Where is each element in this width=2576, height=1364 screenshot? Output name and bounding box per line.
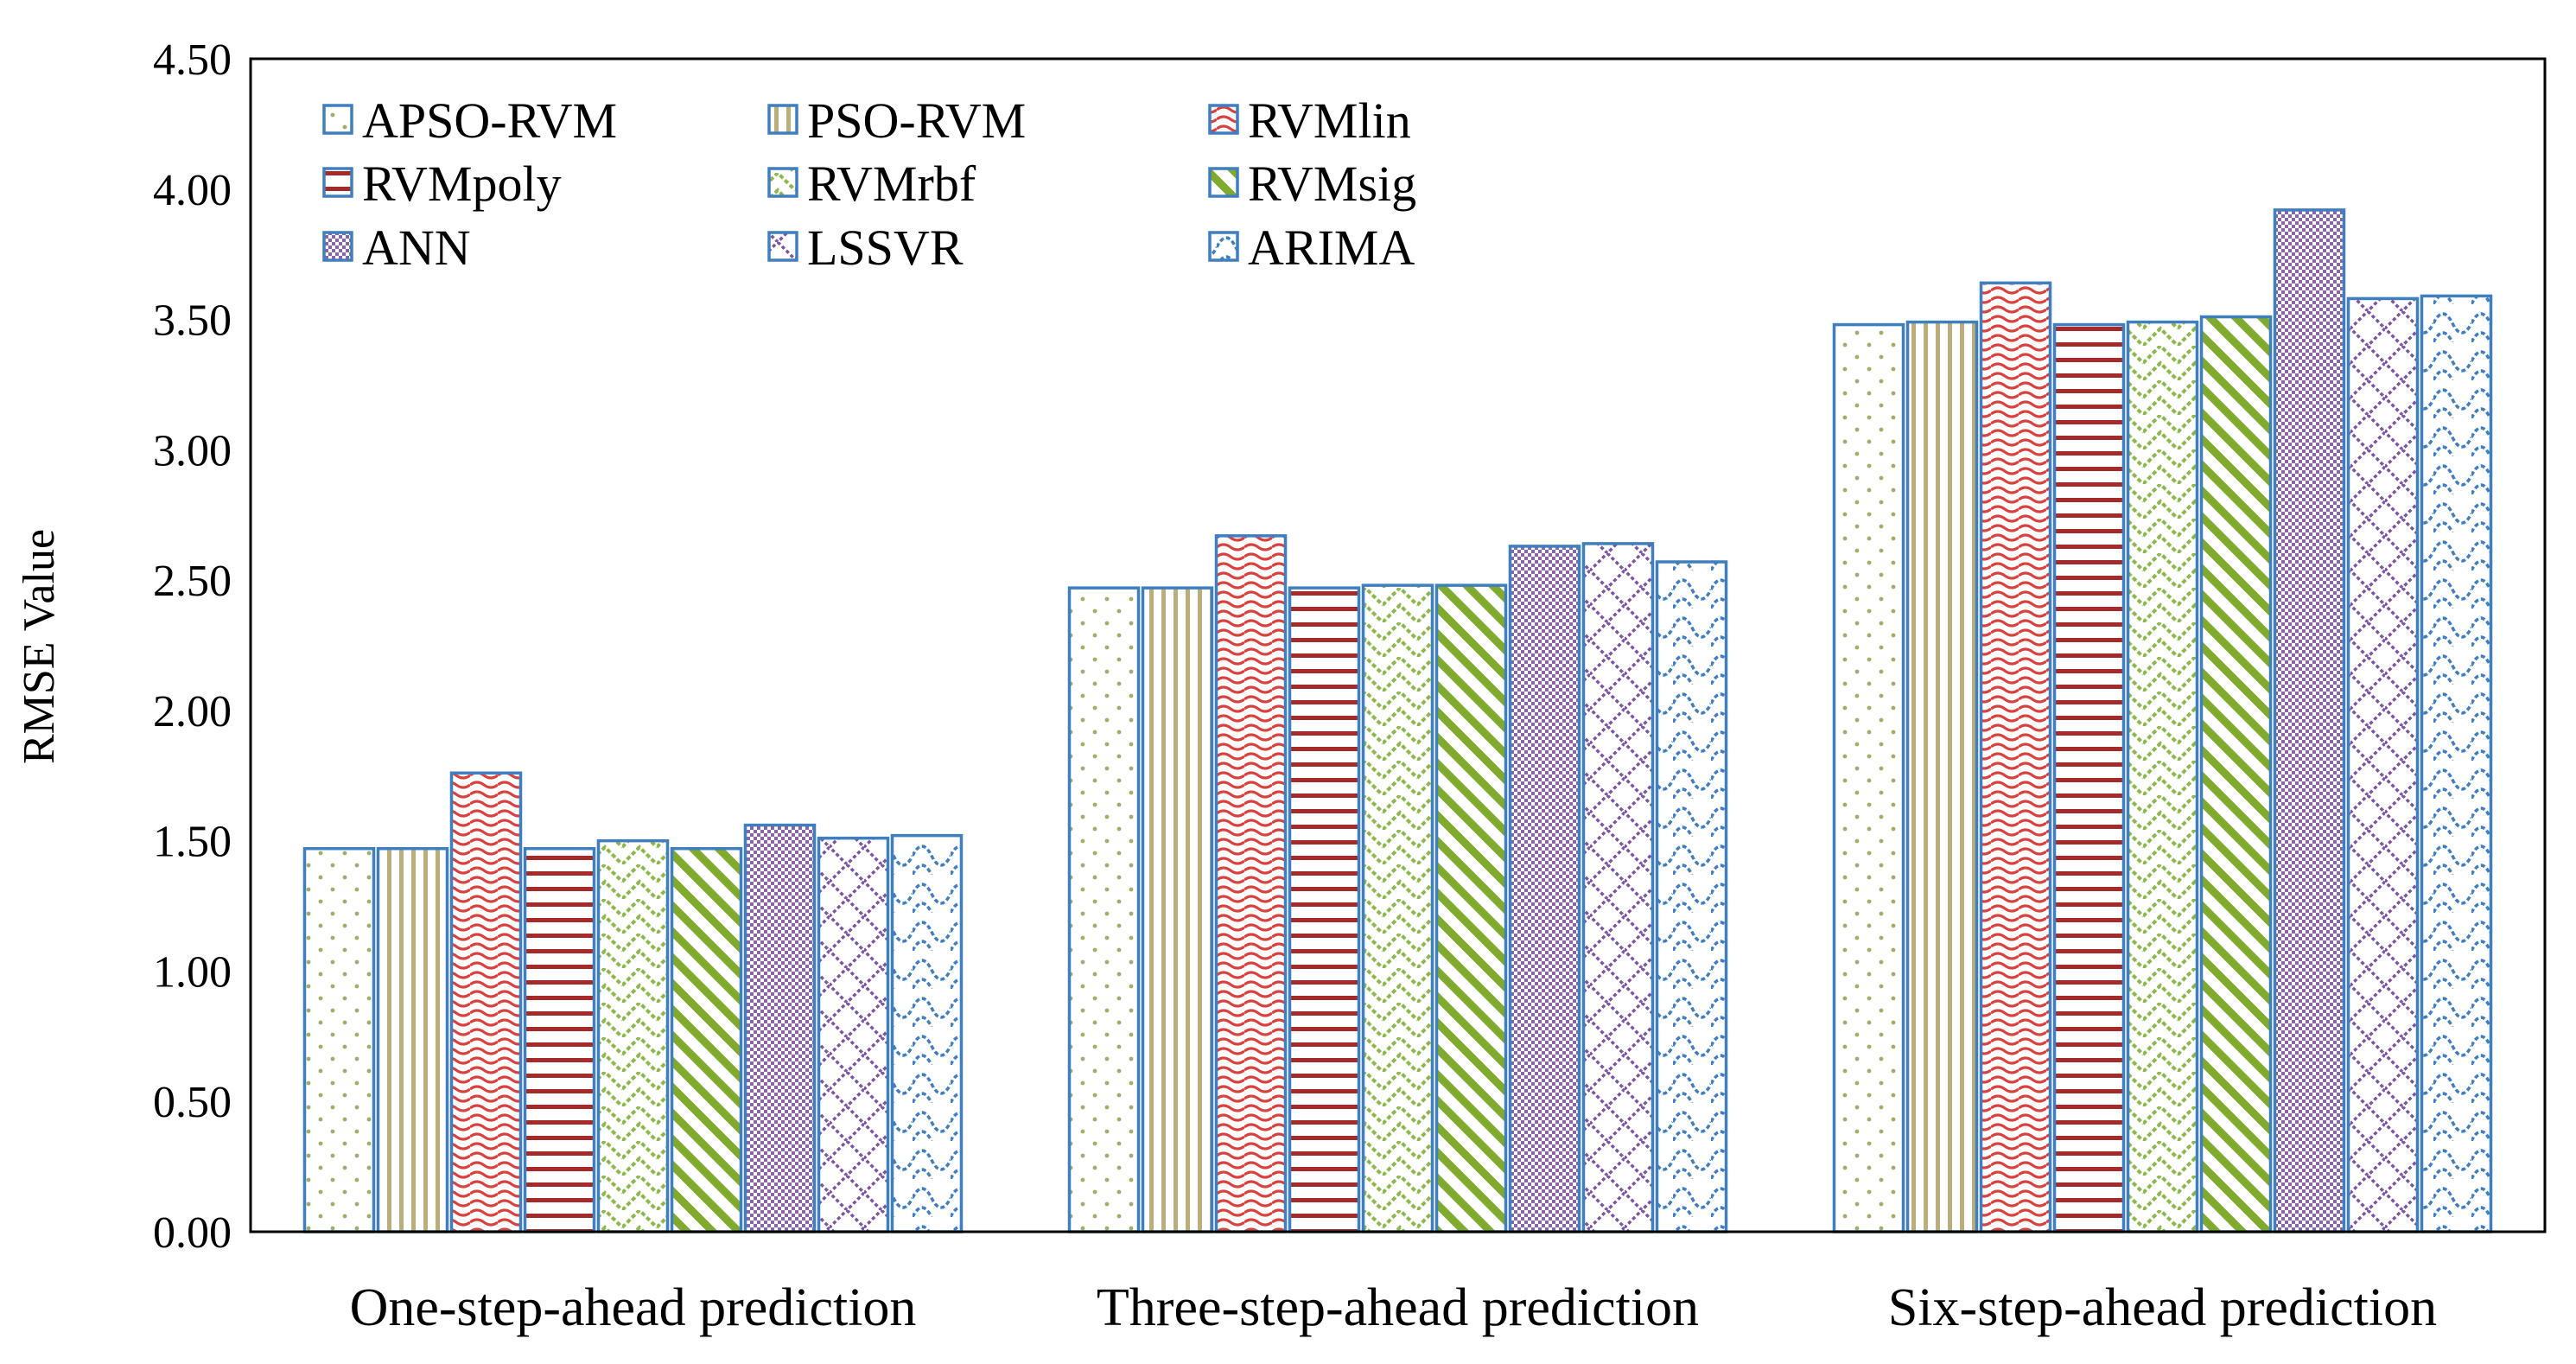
y-tick-label: 2.00 bbox=[153, 687, 232, 736]
y-axis-ticks: 0.00 0.50 1.00 1.50 2.00 2.50 3.00 3.50 4.00 4.50 bbox=[153, 35, 232, 1258]
x-category-label: One-step-ahead prediction bbox=[350, 1278, 917, 1337]
bar-arima-0 bbox=[890, 833, 964, 1233]
y-tick-label: 3.00 bbox=[153, 426, 232, 475]
bar-pso-rvm-0 bbox=[376, 846, 449, 1233]
bar-rvmpoly-0 bbox=[523, 846, 596, 1233]
plot-frame bbox=[249, 57, 2547, 1233]
axes bbox=[249, 57, 2547, 1233]
bar-rvmpoly-2 bbox=[2052, 322, 2126, 1233]
bar-apso-rvm-1 bbox=[1067, 586, 1141, 1233]
legend-label: ARIMA bbox=[1248, 220, 1415, 276]
legend-label: PSO-RVM bbox=[807, 92, 1026, 149]
bar-ann-2 bbox=[2273, 208, 2346, 1233]
y-tick-label: 2.50 bbox=[153, 557, 232, 606]
bar-ann-1 bbox=[1508, 545, 1581, 1233]
legend-label: LSSVR bbox=[807, 220, 964, 276]
bar-lssvr-0 bbox=[817, 836, 890, 1233]
bar-rvmlin-1 bbox=[1214, 534, 1288, 1233]
x-category-label: Three-step-ahead prediction bbox=[1097, 1278, 1699, 1337]
bar-arima-1 bbox=[1655, 560, 1728, 1233]
bar-arima-2 bbox=[2420, 294, 2493, 1233]
bar-pso-rvm-1 bbox=[1141, 586, 1214, 1233]
bar-rvmpoly-1 bbox=[1288, 586, 1361, 1233]
y-tick-label: 3.50 bbox=[153, 296, 232, 346]
legend-swatch-lssvr bbox=[767, 231, 798, 262]
legend-label: RVMrbf bbox=[807, 156, 976, 212]
y-tick-label: 0.00 bbox=[153, 1208, 232, 1258]
bar-lssvr-1 bbox=[1581, 542, 1655, 1233]
bar-pso-rvm-2 bbox=[1905, 320, 1979, 1233]
bar-rvmrbf-1 bbox=[1361, 583, 1434, 1233]
bar-apso-rvm-2 bbox=[1832, 322, 1905, 1233]
x-category-label: Six-step-ahead prediction bbox=[1888, 1278, 2437, 1337]
legend-swatch-apso-rvm bbox=[322, 104, 353, 135]
y-axis-title: RMSE Value bbox=[15, 529, 64, 764]
legend: APSO-RVM PSO-RVM RVMlin RVMpoly RVMrbf RVMsig… bbox=[322, 92, 1416, 276]
y-tick-label: 0.50 bbox=[153, 1078, 232, 1127]
bar-rvmsig-0 bbox=[670, 846, 743, 1233]
bar-rvmlin-0 bbox=[449, 771, 523, 1233]
bar-rvmsig-1 bbox=[1434, 583, 1508, 1233]
legend-swatch-rvmpoly bbox=[322, 167, 353, 198]
legend-label: RVMlin bbox=[1248, 92, 1411, 149]
bar-rvmrbf-0 bbox=[596, 838, 670, 1233]
legend-label: ANN bbox=[362, 220, 471, 276]
legend-swatch-arima bbox=[1208, 231, 1239, 262]
y-tick-label: 4.50 bbox=[153, 35, 232, 85]
bar-apso-rvm-0 bbox=[302, 846, 376, 1233]
bars bbox=[302, 208, 2493, 1233]
x-axis-labels: One-step-ahead prediction Three-step-ahea… bbox=[350, 1278, 2438, 1337]
legend-label: APSO-RVM bbox=[362, 92, 617, 149]
y-tick-label: 1.00 bbox=[153, 947, 232, 997]
legend-swatch-ann bbox=[322, 231, 353, 262]
bar-rvmlin-2 bbox=[1979, 281, 2052, 1233]
legend-swatch-rvmrbf bbox=[767, 167, 798, 198]
bar-rvmrbf-2 bbox=[2126, 320, 2199, 1233]
bar-lssvr-2 bbox=[2346, 296, 2420, 1233]
legend-label: RVMpoly bbox=[362, 156, 562, 212]
bar-ann-0 bbox=[743, 823, 817, 1233]
legend-swatch-rvmsig bbox=[1208, 167, 1239, 198]
legend-label: RVMsig bbox=[1248, 156, 1416, 212]
y-tick-label: 4.00 bbox=[153, 166, 232, 215]
bar-rvmsig-2 bbox=[2199, 315, 2273, 1233]
legend-swatch-rvmlin bbox=[1208, 104, 1239, 135]
legend-swatch-pso-rvm bbox=[767, 104, 798, 135]
y-tick-label: 1.50 bbox=[153, 818, 232, 867]
